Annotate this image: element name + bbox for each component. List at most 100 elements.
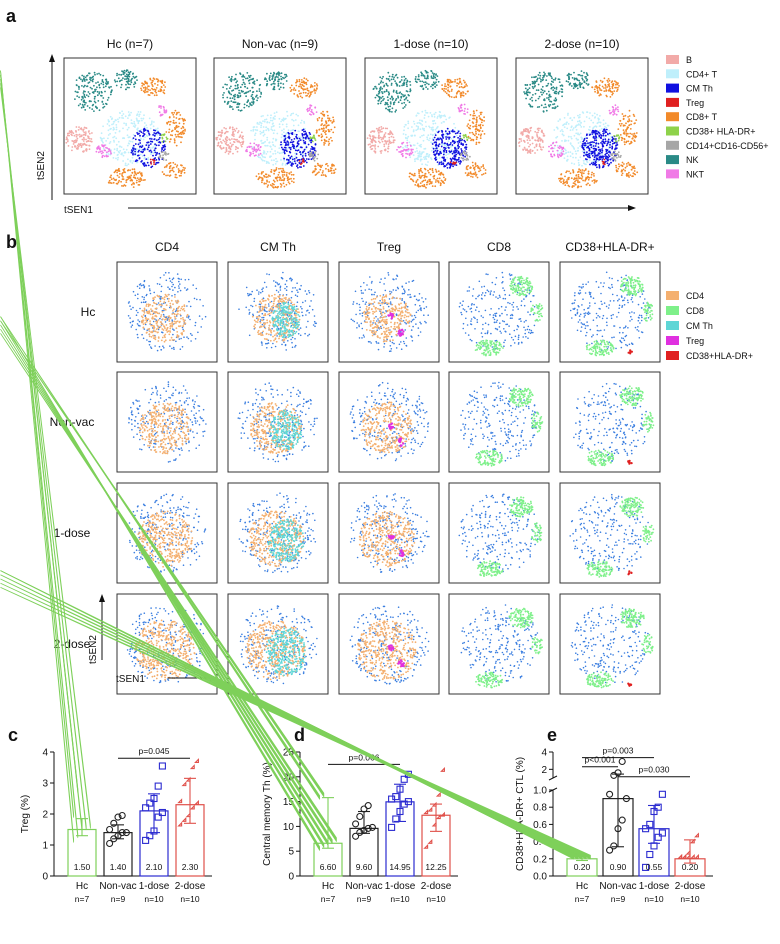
panel-b-tsne-0-1 (227, 261, 329, 363)
chart-c-point-2-8 (154, 782, 162, 790)
chart-e-point-1-1 (610, 842, 618, 850)
panel-b-col-title-4: CD38+HLA-DR+ (565, 240, 654, 254)
chart-d-point-3-0 (423, 843, 429, 849)
chart-e-n-label-1: n=9 (611, 894, 626, 904)
chart-e-category-3: 2-dose (675, 881, 706, 892)
panel-b-frame-0-1 (227, 261, 329, 363)
panel-b-tsne-3-2 (338, 593, 440, 695)
chart-c-value-label-2: 2.10 (146, 862, 163, 872)
chart-d-point-2-4 (404, 798, 412, 806)
chart-d-point-1-7 (360, 805, 368, 813)
chart-d-point-2-7 (396, 785, 404, 793)
chart-e-point-2-3 (654, 833, 662, 841)
panel-a-legend-swatch-2 (666, 83, 679, 93)
panel-a-legend-label-2: CM Th (686, 84, 713, 94)
panel-a-title-1: Non-vac (n=9) (242, 37, 318, 51)
chart-d-point-1-0 (352, 832, 360, 840)
panel-b-legend-label-0: CD4 (686, 291, 704, 301)
chart-c-point-1-3 (118, 829, 126, 837)
panel-b-tsne-0-4 (559, 261, 661, 363)
chart-d-point-1-3 (364, 824, 372, 832)
chart-d-value-label-0: 6.60 (320, 862, 337, 872)
panel-b-legend-swatch-4 (666, 351, 679, 360)
chart-c-panel-label: c (8, 725, 18, 745)
panel-b-frame-0-2 (338, 261, 440, 363)
chart-c-point-3-9 (194, 758, 199, 763)
chart-c-ylabel: Treg (%) (20, 795, 31, 834)
panel-b-tsne-1-1 (227, 371, 329, 473)
panel-b-legend-label-2: CM Th (686, 321, 713, 331)
panel-a-legend-label-6: CD14+CD16-CD56+ (686, 141, 769, 151)
chart-e-point-2-9 (658, 790, 666, 798)
chart-d-n-label-2: n=10 (390, 894, 409, 904)
panel-a-title-0: Hc (n=7) (107, 37, 153, 51)
panel-b-col-title-1: CM Th (260, 240, 296, 254)
panel-a-legend-label-0: B (686, 55, 692, 65)
chart-e-point-1-5 (606, 790, 614, 798)
panel-a-y-arrow (49, 54, 55, 62)
panel-b-y-label: tSEN2 (88, 635, 99, 664)
chart-e-point-2-1 (646, 850, 654, 859)
chart-e-category-2: 1-dose (639, 881, 670, 892)
chart-e-ytick-label-0: 0.0 (533, 872, 547, 883)
panel-b-legend-label-3: Treg (686, 336, 704, 346)
chart-d-category-3: 2-dose (421, 881, 452, 892)
panel-a-tsne-1 (213, 57, 347, 195)
chart-c-ytick-label-1: 1 (42, 841, 48, 852)
panel-a-legend-swatch-1 (666, 69, 679, 79)
panel-a-tsne-2 (364, 57, 498, 195)
chart-e-point-2-0 (642, 863, 650, 871)
chart-d-category-0: Hc (322, 881, 334, 892)
chart-e-ytick-label-6: 2 (541, 765, 547, 776)
chart-c-point-2-4 (158, 808, 166, 817)
panel-a-legend-swatch-7 (666, 155, 679, 165)
chart-c: c 0 1 2 3 4 Treg (%) 1.50 Hc n=7 1.40 Non-vac n=9 2.1… (0, 70, 212, 904)
chart-d-point-1-8 (364, 802, 372, 810)
chart-d-ytick-label-4: 20 (283, 772, 295, 783)
panel-a-legend-swatch-3 (666, 97, 679, 107)
chart-d-ytick-label-1: 5 (288, 847, 294, 858)
chart-d-point-3-7 (431, 801, 437, 807)
panel-b-legend-label-4: CD38+HLA-DR+ (686, 351, 753, 361)
chart-d-point-1-6 (356, 812, 364, 821)
panel-a-legend-label-5: CD38+ HLA-DR+ (686, 127, 756, 137)
chart-e-ytick-label-1: 0.2 (533, 854, 547, 865)
panel-a-title-2: 1-dose (n=10) (393, 37, 468, 51)
chart-c-ytick-label-2: 2 (42, 810, 48, 821)
chart-d-point-3-9 (440, 766, 445, 772)
chart-d-point-2-1 (392, 815, 400, 823)
panel-a-legend-swatch-5 (666, 126, 679, 136)
chart-e-value-label-3: 0.20 (682, 862, 699, 872)
chart-e-point-1-2 (614, 825, 622, 833)
chart-e-point-1-0 (606, 846, 614, 854)
chart-d-point-2-8 (400, 775, 408, 783)
chart-d-point-1-5 (352, 820, 360, 828)
chart-d-point-0-4 (0, 333, 337, 842)
chart-c-category-2: 1-dose (139, 881, 170, 892)
panel-a-legend-label-7: NK (686, 155, 699, 165)
chart-c-ytick-label-0: 0 (42, 872, 48, 883)
chart-c-point-2-2 (150, 827, 158, 835)
panel-b-col-title-0: CD4 (155, 240, 179, 254)
chart-e-category-1: Non-vac (599, 881, 636, 892)
chart-c-pvalue-0: p=0.045 (139, 746, 170, 756)
chart-c-point-2-3 (154, 813, 162, 821)
chart-c-point-1-4 (122, 829, 130, 837)
chart-c-point-2-6 (146, 799, 154, 807)
chart-c-point-3-1 (181, 816, 187, 822)
chart-e-point-3-4 (694, 853, 699, 859)
chart-c-ytick-label-4: 4 (42, 748, 48, 759)
chart-d-point-2-0 (388, 823, 396, 831)
chart-d-point-3-5 (423, 809, 429, 815)
chart-e-category-0: Hc (576, 881, 588, 892)
panel-b-col-title-2: Treg (377, 240, 401, 254)
chart-c-point-1-8 (118, 811, 126, 820)
panel-a-x-arrow (628, 205, 636, 211)
panel-a-legend-swatch-8 (666, 169, 679, 179)
chart-e-point-0-6 (0, 574, 579, 860)
chart-d-point-1-4 (368, 823, 376, 831)
chart-d-point-3-6 (427, 806, 433, 812)
panel-b-tsne-2-4 (559, 482, 661, 584)
chart-c-point-1-7 (114, 813, 122, 821)
